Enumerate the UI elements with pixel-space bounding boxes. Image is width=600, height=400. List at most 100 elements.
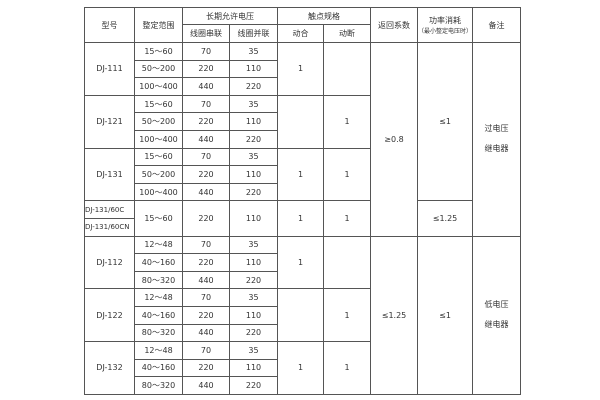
parallel-voltage-cell: 220 <box>229 129 278 149</box>
series-voltage-cell: 220 <box>182 112 230 131</box>
range-cell: 80～320 <box>134 376 183 395</box>
series-voltage-cell: 70 <box>182 235 230 255</box>
break-contact-cell: 1 <box>323 341 371 395</box>
range-cell: 15～60 <box>134 147 183 167</box>
header-power-note: （最小整定电压时） <box>418 28 473 35</box>
series-voltage-cell: 440 <box>182 376 230 395</box>
remark-line: 继电器 <box>484 320 509 330</box>
power-cell: ≤1 <box>416 235 474 395</box>
parallel-voltage-cell: 110 <box>229 358 278 378</box>
header-break: 动断 <box>323 24 371 43</box>
make-contact-cell: 1 <box>277 147 324 202</box>
parallel-voltage-cell: 110 <box>229 59 278 79</box>
series-voltage-cell: 70 <box>182 94 230 114</box>
series-voltage-cell: 70 <box>182 288 230 307</box>
parallel-voltage-cell: 35 <box>229 147 278 167</box>
table-row: 40～160 220 110 <box>85 305 521 325</box>
table-row: 80～320 440 220 <box>85 376 521 395</box>
power-cell: ≤1.25 <box>416 200 474 237</box>
remark-cell: 低电压 继电器 <box>472 235 522 395</box>
table-row: DJ-131/60C 15～60 220 110 1 1 ≤1.25 <box>84 200 521 237</box>
relay-spec-table: 型号 整定范围 长期允许电压 触点规格 返回系数 功率消耗 （最小整定电压时） 备… <box>84 7 522 395</box>
header-range: 整定范围 <box>134 7 183 43</box>
series-voltage-cell: 440 <box>182 182 230 202</box>
series-voltage-cell: 440 <box>182 77 230 96</box>
parallel-voltage-cell: 110 <box>229 305 278 325</box>
remark-cell: 过电压 继电器 <box>472 42 522 237</box>
make-contact-cell <box>277 94 324 149</box>
header-model: 型号 <box>84 7 135 43</box>
range-cell: 15～60 <box>134 42 183 61</box>
series-voltage-cell: 70 <box>182 341 230 360</box>
table-row: 50～200 220 110 <box>85 112 521 131</box>
parallel-voltage-cell: 35 <box>229 42 278 61</box>
model-cell: DJ-122 <box>84 288 135 343</box>
table-row: 80～320 440 220 <box>85 270 521 290</box>
remark-line: 低电压 <box>484 300 509 310</box>
parallel-voltage-cell: 35 <box>229 341 278 360</box>
model-cell: DJ-131 <box>84 147 135 202</box>
make-contact-cell: 1 <box>277 341 324 395</box>
table-row: DJ-122 12～48 70 35 1 <box>84 288 521 343</box>
power-cell: ≤1 <box>416 41 474 202</box>
series-voltage-cell: 70 <box>182 147 230 167</box>
range-cell: 100～400 <box>134 129 183 149</box>
series-voltage-cell: 440 <box>182 323 230 343</box>
header-make: 动合 <box>277 24 324 43</box>
remark-line: 过电压 <box>484 124 509 134</box>
header-power: 功率消耗 （最小整定电压时） <box>416 7 474 43</box>
range-cell: 15～60 <box>134 94 183 114</box>
range-cell: 40～160 <box>134 253 183 272</box>
table-row: 100～400 440 220 <box>85 182 521 202</box>
table-row: 50～200 220 110 <box>85 59 521 79</box>
range-cell: 12～48 <box>134 341 183 360</box>
series-voltage-cell: 220 <box>182 305 230 325</box>
series-voltage-cell: 220 <box>182 59 230 79</box>
parallel-voltage-cell: 35 <box>229 94 278 114</box>
parallel-voltage-cell: 110 <box>229 165 278 184</box>
make-contact-cell: 1 <box>277 235 324 290</box>
parallel-voltage-cell: 220 <box>229 77 278 96</box>
parallel-voltage-cell: 220 <box>229 270 278 290</box>
break-contact-cell: 1 <box>323 94 371 149</box>
parallel-voltage-cell: 110 <box>229 253 278 272</box>
table-row: DJ-112 12～48 70 35 1 ≤1.25 ≤1 低电压 继电器 <box>84 235 522 395</box>
series-voltage-cell: 440 <box>182 270 230 290</box>
range-cell: 80～320 <box>134 323 183 343</box>
series-voltage-cell: 220 <box>182 165 230 184</box>
model-cell: DJ-111 <box>84 42 135 96</box>
parallel-voltage-cell: 220 <box>229 323 278 343</box>
model-cell: DJ-131/60C <box>84 200 135 219</box>
series-voltage-cell: 70 <box>182 42 230 61</box>
break-contact-cell <box>323 42 371 96</box>
parallel-voltage-cell: 110 <box>229 200 278 237</box>
table-row: DJ-121 15～60 70 35 1 <box>84 94 521 149</box>
header-long-voltage: 长期允许电压 <box>182 7 278 25</box>
remark-line: 继电器 <box>484 144 509 154</box>
header-parallel: 线圈并联 <box>229 24 278 43</box>
parallel-voltage-cell: 35 <box>229 235 278 255</box>
header-remark: 备注 <box>472 7 522 43</box>
header-power-label: 功率消耗 <box>429 16 461 25</box>
table-row: DJ-131 15～60 70 35 1 1 <box>84 147 521 202</box>
parallel-voltage-cell: 110 <box>229 112 278 131</box>
parallel-voltage-cell: 35 <box>229 288 278 307</box>
model-cell: DJ-121 <box>84 94 135 149</box>
range-cell: 12～48 <box>134 235 183 255</box>
range-cell: 50～200 <box>134 112 183 131</box>
range-cell: 80～320 <box>134 270 183 290</box>
table-row: 100～400 440 220 <box>85 129 521 149</box>
table-row: 80～320 440 220 <box>85 323 521 343</box>
break-contact-cell <box>323 235 371 290</box>
series-voltage-cell: 220 <box>182 358 230 378</box>
make-contact-cell: 1 <box>277 42 324 96</box>
series-voltage-cell: 440 <box>182 129 230 149</box>
table-row: DJ-111 15～60 70 35 1 ≥0.8 ≤1 过电压 继电器 <box>84 41 522 237</box>
break-contact-cell: 1 <box>323 200 371 237</box>
series-voltage-cell: 220 <box>182 200 230 237</box>
model-cell: DJ-112 <box>84 235 135 290</box>
model-cell: DJ-131/60CN <box>84 217 135 237</box>
range-cell: 100～400 <box>134 77 183 96</box>
range-cell: 50～200 <box>134 59 183 79</box>
break-contact-cell: 1 <box>323 288 371 343</box>
